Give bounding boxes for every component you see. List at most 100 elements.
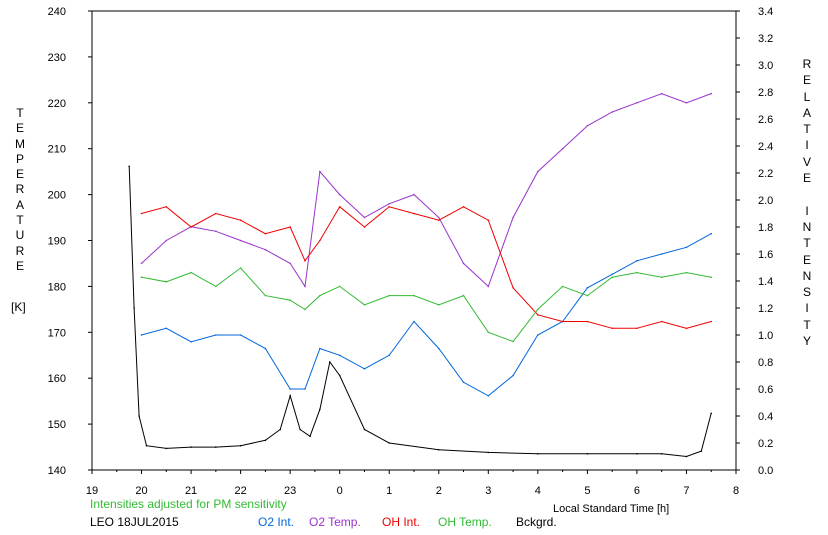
legend-item: O2 Temp. [309,515,361,529]
data-point [363,368,366,370]
data-point [685,455,688,458]
axis-label-letter: E [15,258,24,273]
data-point [388,206,391,208]
left-axis-unit: [K] [11,300,26,314]
data-point [239,444,242,447]
data-point [487,331,490,334]
x-tick-label: 3 [485,485,491,497]
axis-label-letter: N [802,268,812,283]
axis-label-letter: L [803,89,811,104]
axis-label-letter: R [15,243,25,258]
legend-item: O2 Int. [258,515,295,529]
data-point [299,428,301,431]
data-point [710,412,712,415]
right-tick-label: 3.4 [758,6,773,18]
axis-label-letter: T [16,106,24,120]
data-point [611,111,613,113]
data-point [304,260,306,262]
data-point [388,354,391,357]
data-point [700,450,703,452]
data-point [289,388,292,390]
data-point [140,212,143,215]
data-point [438,347,440,350]
legend-item: OH Temp. [438,515,492,529]
data-point [685,246,688,249]
right-tick-label: 2.4 [758,141,773,153]
data-point [319,294,321,297]
data-point [215,285,217,288]
data-point [264,232,267,235]
data-point [319,239,321,242]
data-point [264,294,267,297]
data-point [462,206,465,208]
axis-label-letter: Y [802,334,811,349]
data-point [138,415,140,417]
data-point [338,354,341,357]
x-tick-label: 6 [634,485,640,497]
data-point [636,271,638,274]
data-point [487,285,490,288]
axis-label-letter: N [802,219,812,234]
x-tick-label: 20 [135,485,147,497]
station-date: LEO 18JUL2015 [90,515,179,529]
right-tick-label: 0.6 [758,384,773,396]
data-point [660,320,663,323]
series-line-oh-temp [141,267,712,343]
data-point [165,206,168,208]
data-point [462,294,465,297]
axis-label-letter: E [15,167,24,182]
right-tick-label: 0.8 [758,357,773,369]
axis-label-letter: T [803,236,811,251]
axis-label-letter: I [805,203,809,218]
right-tick-label: 2.0 [758,195,773,207]
data-point [140,276,143,279]
axis-label-letter: E [802,73,811,88]
right-tick-label: 3.0 [758,60,773,72]
data-point [537,314,539,316]
right-tick-label: 1.4 [758,276,773,288]
x-axis-ticks: 19 20 21 22 23 0 1 2 3 4 5 6 7 8 [86,470,739,497]
axis-label-letter: E [802,252,811,267]
data-point [363,216,366,219]
data-point [190,446,192,448]
series-layer [128,92,712,458]
data-point [239,334,242,336]
data-point [413,320,415,323]
data-point [388,442,391,444]
data-point [512,340,514,343]
data-point [586,125,589,127]
data-point [710,232,712,235]
x-tick-label: 7 [683,485,689,497]
axis-label-letter: U [15,228,25,243]
data-point [487,395,490,397]
data-point [611,276,613,279]
data-point [487,219,490,221]
data-point [611,327,613,330]
data-point [239,267,242,269]
data-point [685,271,688,274]
left-tick-label: 140 [48,465,66,477]
data-point [586,453,589,455]
axis-label-letter: I [805,301,809,316]
data-point [319,408,321,411]
data-point [190,341,192,343]
data-point [710,276,712,279]
data-point [128,165,130,168]
axis-label-letter: T [803,317,811,332]
axis-label-letter [797,186,817,202]
right-tick-label: 1.8 [758,222,773,234]
data-point [264,439,267,442]
data-point [264,347,267,350]
data-point [190,271,192,274]
data-point [309,435,311,438]
x-tick-label: 22 [234,485,246,497]
left-tick-label: 240 [48,6,66,18]
x-tick-label: 5 [584,485,590,497]
data-point [363,304,366,306]
data-point [512,374,514,377]
x-tick-label: 19 [86,485,98,497]
data-point [363,226,366,228]
legend-item: OH Int. [382,515,421,529]
left-tick-label: 200 [48,190,66,202]
